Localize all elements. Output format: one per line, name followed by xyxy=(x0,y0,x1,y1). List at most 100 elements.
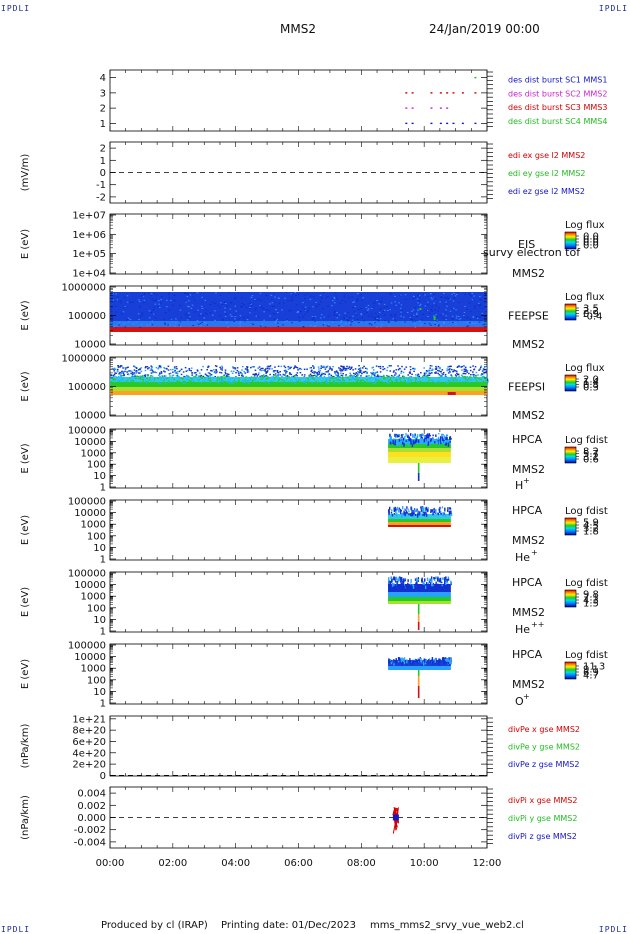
spectrogram-cell xyxy=(221,365,223,368)
spectrogram-cell xyxy=(447,442,450,447)
spectrogram-cell xyxy=(466,325,468,327)
spectrogram-cell xyxy=(296,372,299,374)
spectrogram-cell xyxy=(447,578,450,581)
spectrogram-cell xyxy=(314,315,317,317)
spectrogram-cell xyxy=(344,375,347,377)
spectrogram-cell xyxy=(350,378,353,381)
spectrogram-cell xyxy=(404,436,406,441)
spectrogram-cell xyxy=(208,377,211,380)
spectrogram-cell xyxy=(209,312,212,314)
spectrogram-cell xyxy=(445,436,447,439)
spectrogram-cell xyxy=(254,369,257,371)
spectrogram-cell xyxy=(353,382,355,385)
spectrogram-cell xyxy=(346,365,348,368)
spectrogram-cell xyxy=(257,372,260,374)
spectrogram-cell xyxy=(348,379,351,381)
spectrogram-cell xyxy=(140,377,143,379)
spectrogram-cell xyxy=(431,657,434,661)
spectrogram-cell xyxy=(445,315,447,317)
spectrogram-cell xyxy=(351,377,354,380)
spectrogram-cell xyxy=(360,380,363,382)
spectrogram-cell xyxy=(454,379,457,381)
spectrogram-cell xyxy=(274,296,276,298)
spectrogram-cell xyxy=(429,578,431,582)
spectrogram-cell xyxy=(418,300,421,302)
spectrogram-cell xyxy=(203,317,206,319)
spectrogram-cell xyxy=(390,365,392,367)
spectrogram-cell xyxy=(294,292,296,294)
spectrogram-cell xyxy=(360,313,362,315)
spectrogram-cell xyxy=(261,375,264,377)
spectrogram-cell xyxy=(441,433,443,437)
spectrogram-cell xyxy=(120,365,122,367)
spectrogram-cell xyxy=(285,376,287,378)
spectrogram-cell xyxy=(439,376,442,378)
spectrogram-cell xyxy=(443,323,445,325)
burst-marker xyxy=(446,122,449,125)
spectrogram-cell xyxy=(116,379,119,382)
spectrogram-cell xyxy=(386,376,389,379)
spectrogram-cell xyxy=(394,319,396,321)
spectrogram-cell xyxy=(477,374,479,376)
spectrogram-cell xyxy=(427,301,429,303)
spectrogram-cell xyxy=(368,323,371,325)
time-axis-label: 04:00 xyxy=(221,858,250,869)
spectrogram-cell xyxy=(425,375,427,377)
spectrogram-cell xyxy=(394,372,397,374)
spectrogram-cell xyxy=(234,368,237,370)
spectrogram-cell xyxy=(333,371,336,373)
spectrogram-cell xyxy=(259,325,262,327)
spectrogram-cell xyxy=(323,375,326,378)
spectrogram-cell xyxy=(481,312,484,314)
spectrogram-cell xyxy=(317,366,320,368)
burst-marker xyxy=(452,122,455,125)
spectrogram-cell xyxy=(296,380,298,383)
spectrogram-cell xyxy=(438,433,440,435)
spectrogram-cell xyxy=(121,365,123,367)
colorbar-tick-label: 4.3 xyxy=(583,596,599,607)
spectrogram-cell xyxy=(159,376,162,379)
spectrogram-cell xyxy=(337,373,340,375)
spectrogram-cell xyxy=(291,381,294,383)
spectrogram-cell xyxy=(261,378,264,380)
spectrogram-cell xyxy=(484,371,487,374)
spectrogram-cell xyxy=(436,584,439,588)
spectrogram-cell xyxy=(214,365,217,367)
spectrogram-cell xyxy=(304,314,306,316)
spectrogram-cell xyxy=(290,299,293,301)
spectrogram-cell xyxy=(188,380,191,382)
colorbar-tick-label: 6.9 xyxy=(583,668,599,679)
y-tick-label: 1 xyxy=(100,627,106,638)
spectrogram-cell xyxy=(465,379,467,381)
spectrogram-cell xyxy=(372,302,375,304)
spectrogram-cell xyxy=(372,369,375,371)
spectrogram-cell xyxy=(323,322,326,324)
spectrogram-cell xyxy=(237,371,240,373)
spectrogram-cell xyxy=(153,293,156,295)
legend-entry: des dist burst SC4 MMS4 xyxy=(508,117,607,126)
spectrogram-cell xyxy=(316,375,318,377)
spectrogram-cell xyxy=(309,375,311,377)
spectrogram-cell xyxy=(452,370,455,373)
spectrogram-cell xyxy=(324,366,326,368)
spectrogram-cell xyxy=(249,378,251,381)
spectrogram-cell xyxy=(393,438,395,443)
spectrogram-cell xyxy=(427,315,429,317)
spectrogram-cell xyxy=(238,318,240,320)
spectrogram-cell xyxy=(224,311,226,313)
spectrogram-cell xyxy=(167,365,170,367)
spectrogram-cell xyxy=(321,366,324,368)
spectrogram-cell xyxy=(392,318,395,320)
spectrogram-cell xyxy=(437,325,440,327)
spectrogram-cell xyxy=(479,305,481,307)
colorbar-tick-label: 0.8 xyxy=(583,380,599,391)
spectrogram-cell xyxy=(423,372,426,374)
spectrogram-cell xyxy=(295,379,298,381)
spectrogram-cell xyxy=(400,370,403,373)
spectrogram-cell xyxy=(334,372,336,375)
footer-producer: Produced by cl (IRAP) xyxy=(101,920,208,931)
spectrogram-cell xyxy=(430,659,433,662)
spectrogram-cell xyxy=(391,582,394,586)
spectrogram-cell xyxy=(149,369,152,372)
spectrogram-cell xyxy=(139,375,141,377)
